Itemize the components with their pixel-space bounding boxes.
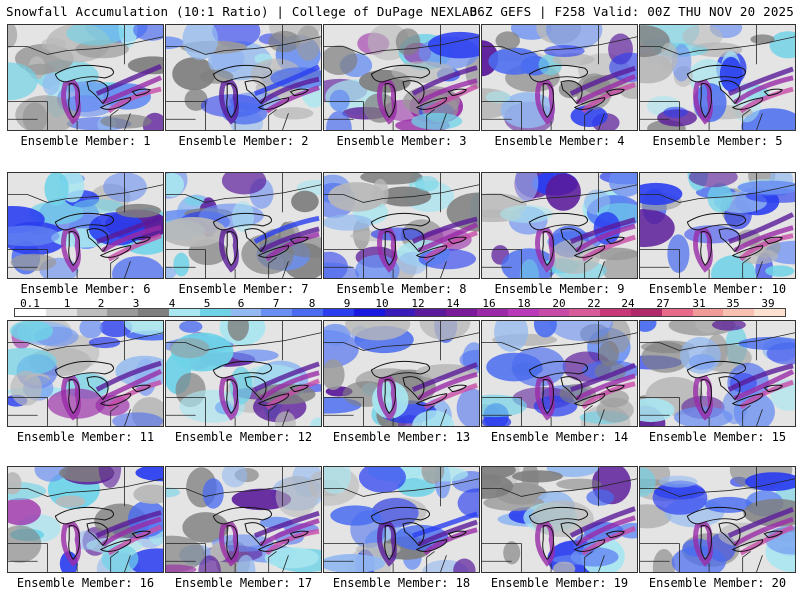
ensemble-member-label: Ensemble Member: 15	[648, 430, 787, 444]
ensemble-member-label: Ensemble Member: 1	[20, 134, 151, 148]
colorbar-tick-label: 27	[656, 297, 670, 310]
colorbar-swatch	[168, 309, 200, 316]
colorbar-swatch	[138, 309, 169, 316]
ensemble-map-panel	[639, 466, 796, 573]
colorbar-swatch	[76, 309, 108, 316]
ensemble-member-label: Ensemble Member: 3	[336, 134, 467, 148]
colorbar-swatch	[569, 309, 601, 316]
colorbar-swatch	[107, 309, 139, 316]
ensemble-member-label: Ensemble Member: 12	[174, 430, 313, 444]
ensemble-member-label: Ensemble Member: 2	[178, 134, 309, 148]
colorbar-tick-label: 16	[482, 297, 496, 310]
colorbar-swatch	[446, 309, 477, 316]
colorbar-swatch	[723, 309, 755, 316]
ensemble-member-label: Ensemble Member: 5	[652, 134, 783, 148]
colorbar-tick-label: 10	[375, 297, 389, 310]
colorbar-tick-label: 31	[692, 297, 706, 310]
colorbar-swatch	[353, 309, 385, 316]
ensemble-member-label: Ensemble Member: 18	[332, 576, 471, 590]
colorbar-swatch	[230, 309, 262, 316]
colorbar-swatch	[630, 309, 662, 316]
ensemble-map-panel	[481, 320, 638, 427]
ensemble-map-panel	[481, 466, 638, 573]
colorbar-swatch	[292, 309, 323, 316]
colorbar-tick-label: 22	[587, 297, 601, 310]
colorbar-swatch	[476, 309, 508, 316]
colorbar-swatch	[754, 309, 785, 316]
colorbar-tick-label: 14	[446, 297, 460, 310]
colorbar-tick-label: 0.1	[20, 297, 40, 310]
ensemble-member-label: Ensemble Member: 13	[332, 430, 471, 444]
colorbar-tick-label: 9	[343, 297, 351, 310]
map-title: Snowfall Accumulation (10:1 Ratio) | Col…	[6, 4, 478, 19]
colorbar-tick-label: 2	[97, 297, 105, 310]
colorbar-swatch	[15, 309, 46, 316]
ensemble-member-label: Ensemble Member: 9	[494, 282, 625, 296]
ensemble-map-panel	[7, 24, 164, 131]
colorbar-tick-label: 1	[63, 297, 71, 310]
colorbar-tick-label: 35	[726, 297, 740, 310]
colorbar-tick-label: 12	[411, 297, 425, 310]
ensemble-map-panel	[7, 320, 164, 427]
ensemble-map-panel	[323, 172, 480, 279]
colorbar-swatch	[507, 309, 539, 316]
colorbar-tick-label: 7	[272, 297, 280, 310]
run-info: 06Z GEFS | F258 Valid: 00Z THU NOV 20 20…	[469, 4, 794, 19]
ensemble-map-panel	[639, 24, 796, 131]
ensemble-map-panel	[323, 320, 480, 427]
ensemble-member-label: Ensemble Member: 4	[494, 134, 625, 148]
ensemble-member-label: Ensemble Member: 19	[490, 576, 629, 590]
colorbar-tick-label: 8	[308, 297, 316, 310]
colorbar-tick-label: 24	[621, 297, 635, 310]
colorbar-swatch	[661, 309, 693, 316]
ensemble-member-label: Ensemble Member: 20	[648, 576, 787, 590]
colorbar-swatch	[45, 309, 77, 316]
colorbar-tick-label: 6	[237, 297, 245, 310]
colorbar-tick-label: 4	[168, 297, 176, 310]
colorbar-tick-label: 20	[552, 297, 566, 310]
ensemble-map-panel	[165, 24, 322, 131]
ensemble-map-panel	[165, 320, 322, 427]
colorbar-swatch	[600, 309, 631, 316]
ensemble-member-label: Ensemble Member: 14	[490, 430, 629, 444]
colorbar-swatch	[692, 309, 724, 316]
colorbar-swatch	[322, 309, 354, 316]
ensemble-map-panel	[481, 24, 638, 131]
ensemble-map-panel	[7, 466, 164, 573]
ensemble-member-label: Ensemble Member: 7	[178, 282, 309, 296]
ensemble-member-label: Ensemble Member: 16	[16, 576, 155, 590]
ensemble-member-label: Ensemble Member: 11	[16, 430, 155, 444]
ensemble-member-label: Ensemble Member: 6	[20, 282, 151, 296]
colorbar-swatch	[538, 309, 570, 316]
ensemble-map-panel	[639, 320, 796, 427]
ensemble-member-label: Ensemble Member: 17	[174, 576, 313, 590]
ensemble-map-panel	[7, 172, 164, 279]
ensemble-member-label: Ensemble Member: 8	[336, 282, 467, 296]
snowfall-colorbar	[14, 308, 786, 317]
ensemble-map-panel	[323, 466, 480, 573]
colorbar-tick-label: 39	[761, 297, 775, 310]
ensemble-map-panel	[639, 172, 796, 279]
colorbar-swatch	[415, 309, 447, 316]
ensemble-map-panel	[323, 24, 480, 131]
ensemble-member-label: Ensemble Member: 10	[648, 282, 787, 296]
colorbar-tick-label: 3	[132, 297, 140, 310]
colorbar-swatch	[261, 309, 293, 316]
colorbar-swatch	[199, 309, 231, 316]
colorbar-tick-label: 18	[517, 297, 531, 310]
ensemble-map-panel	[165, 466, 322, 573]
ensemble-map-panel	[165, 172, 322, 279]
colorbar-swatch	[384, 309, 416, 316]
colorbar-tick-label: 5	[203, 297, 211, 310]
ensemble-map-panel	[481, 172, 638, 279]
